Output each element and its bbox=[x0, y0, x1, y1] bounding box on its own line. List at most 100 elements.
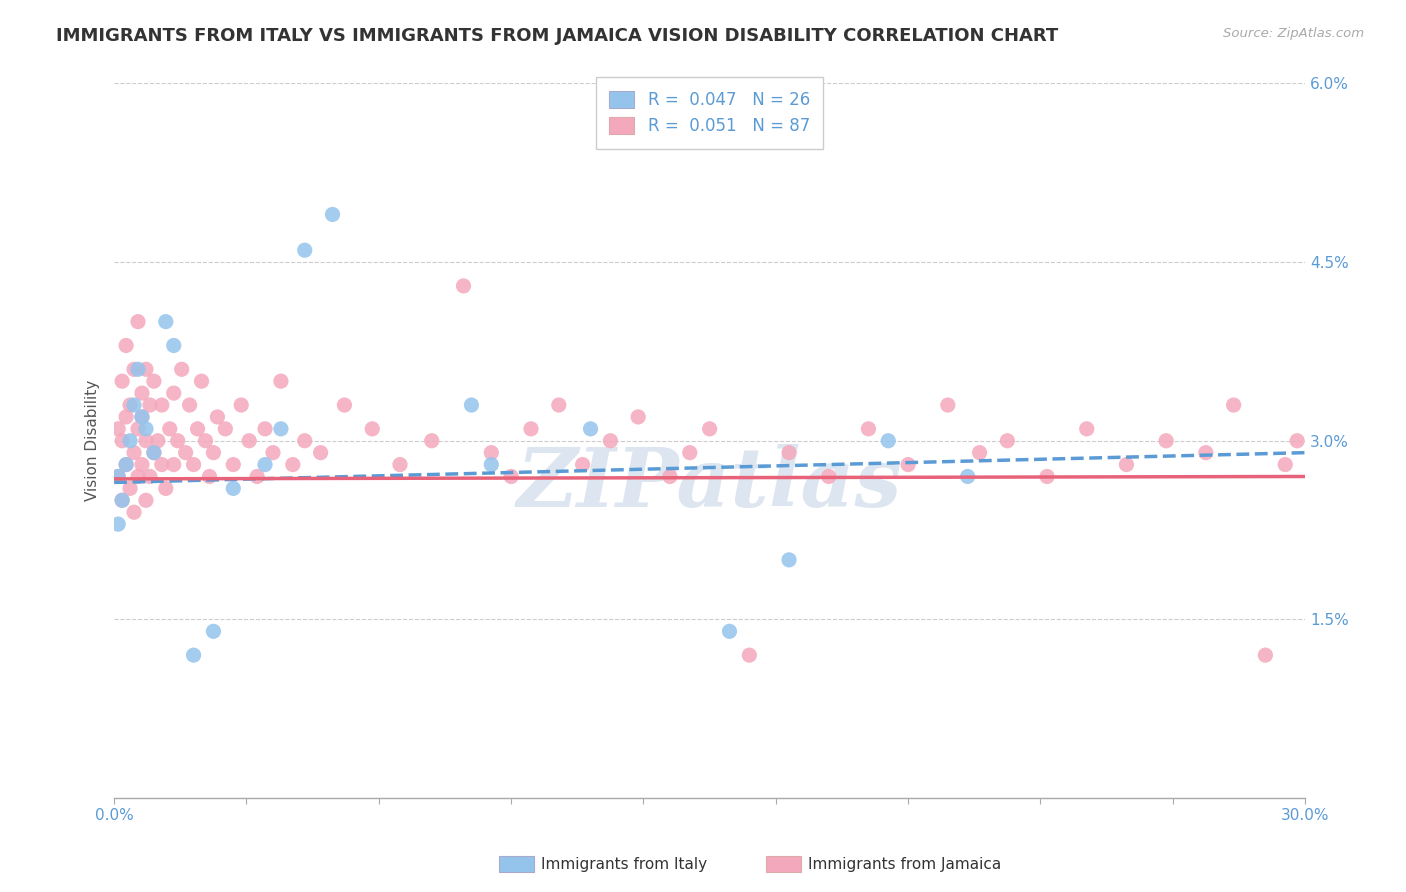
Point bbox=[198, 469, 221, 483]
Point bbox=[163, 458, 186, 472]
Point bbox=[231, 398, 253, 412]
Point bbox=[107, 422, 129, 436]
Point bbox=[131, 409, 153, 424]
Y-axis label: Vision Disability: Vision Disability bbox=[86, 380, 100, 501]
Point bbox=[479, 445, 502, 459]
Point bbox=[858, 422, 880, 436]
Point bbox=[238, 434, 260, 448]
Legend: R =  0.047   N = 26, R =  0.051   N = 87: R = 0.047 N = 26, R = 0.051 N = 87 bbox=[596, 78, 824, 149]
Point bbox=[658, 469, 681, 483]
Point bbox=[202, 445, 225, 459]
Point bbox=[122, 398, 145, 412]
Point bbox=[142, 445, 165, 459]
Point bbox=[262, 445, 284, 459]
Point bbox=[131, 409, 153, 424]
Point bbox=[150, 398, 173, 412]
Text: ZIPatlas: ZIPatlas bbox=[517, 443, 903, 524]
Point bbox=[150, 458, 173, 472]
Point bbox=[699, 422, 721, 436]
Point bbox=[139, 398, 162, 412]
Point bbox=[127, 315, 149, 329]
Point bbox=[107, 469, 129, 483]
Point bbox=[778, 553, 800, 567]
Point bbox=[122, 362, 145, 376]
Point bbox=[207, 409, 229, 424]
Point bbox=[1274, 458, 1296, 472]
Point bbox=[146, 434, 169, 448]
Point bbox=[817, 469, 839, 483]
Point bbox=[388, 458, 411, 472]
Point bbox=[361, 422, 384, 436]
Point bbox=[115, 458, 138, 472]
Point bbox=[479, 458, 502, 472]
Point bbox=[501, 469, 523, 483]
Point bbox=[1195, 445, 1218, 459]
Point bbox=[131, 458, 153, 472]
Point bbox=[107, 469, 129, 483]
Point bbox=[190, 374, 212, 388]
Point bbox=[579, 422, 602, 436]
Point bbox=[127, 422, 149, 436]
Point bbox=[254, 422, 277, 436]
Point bbox=[778, 445, 800, 459]
Point bbox=[718, 624, 741, 639]
Point bbox=[214, 422, 236, 436]
Point bbox=[170, 362, 193, 376]
Point bbox=[1222, 398, 1244, 412]
Point bbox=[120, 398, 142, 412]
Point bbox=[627, 409, 650, 424]
Point bbox=[115, 338, 138, 352]
Point bbox=[270, 422, 292, 436]
Point bbox=[155, 315, 177, 329]
Point bbox=[122, 445, 145, 459]
Point bbox=[183, 458, 205, 472]
Point bbox=[107, 517, 129, 532]
Point bbox=[202, 624, 225, 639]
Point bbox=[571, 458, 593, 472]
Text: Immigrants from Jamaica: Immigrants from Jamaica bbox=[808, 857, 1001, 871]
Point bbox=[547, 398, 569, 412]
Text: Source: ZipAtlas.com: Source: ZipAtlas.com bbox=[1223, 27, 1364, 40]
Point bbox=[111, 493, 134, 508]
Point bbox=[738, 648, 761, 662]
Point bbox=[111, 374, 134, 388]
Point bbox=[135, 493, 157, 508]
Point bbox=[135, 434, 157, 448]
Point bbox=[122, 505, 145, 519]
Point bbox=[460, 398, 482, 412]
Point bbox=[995, 434, 1018, 448]
Point bbox=[187, 422, 209, 436]
Point bbox=[936, 398, 959, 412]
Point bbox=[1115, 458, 1137, 472]
Point bbox=[1154, 434, 1177, 448]
Point bbox=[333, 398, 356, 412]
Point bbox=[254, 458, 277, 472]
Point bbox=[956, 469, 979, 483]
Point bbox=[142, 374, 165, 388]
Point bbox=[127, 362, 149, 376]
Point bbox=[322, 207, 344, 221]
Point bbox=[183, 648, 205, 662]
Point bbox=[163, 386, 186, 401]
Point bbox=[135, 422, 157, 436]
Point bbox=[115, 458, 138, 472]
Point bbox=[246, 469, 269, 483]
Point bbox=[142, 445, 165, 459]
Point bbox=[309, 445, 332, 459]
Point bbox=[969, 445, 991, 459]
Point bbox=[120, 482, 142, 496]
Point bbox=[520, 422, 543, 436]
Point bbox=[679, 445, 702, 459]
Point bbox=[453, 279, 475, 293]
Point bbox=[115, 409, 138, 424]
Point bbox=[131, 386, 153, 401]
Point bbox=[281, 458, 304, 472]
Point bbox=[174, 445, 197, 459]
Point bbox=[111, 493, 134, 508]
Point bbox=[159, 422, 181, 436]
Point bbox=[599, 434, 621, 448]
Point bbox=[179, 398, 201, 412]
Point bbox=[1254, 648, 1277, 662]
Point bbox=[155, 482, 177, 496]
Point bbox=[270, 374, 292, 388]
